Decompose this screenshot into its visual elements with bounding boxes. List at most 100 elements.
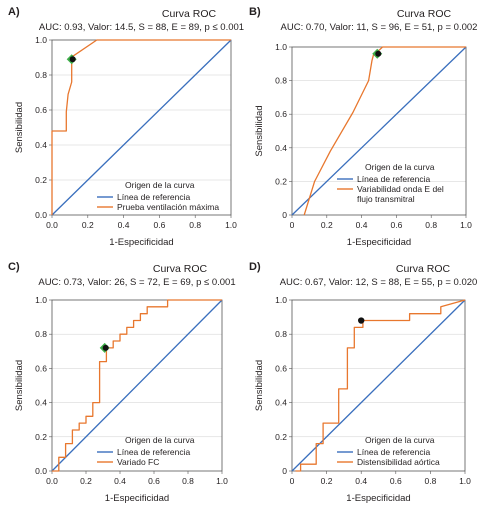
- x-tick-label: 0.2: [82, 220, 94, 230]
- y-tick-label: 0.8: [35, 70, 47, 80]
- x-tick-label: 0.6: [148, 476, 160, 486]
- y-tick-label: 0.6: [35, 363, 47, 373]
- legend-entry: Línea de referencia: [357, 447, 431, 457]
- plot-area: [291, 46, 467, 216]
- x-tick-label: 1.0: [216, 476, 228, 486]
- chart-title: Curva ROC: [153, 263, 208, 275]
- y-tick-label: 0.6: [275, 109, 287, 119]
- plot-area: [51, 299, 223, 472]
- chart-panel-2: B) Curva ROC AUC: 0.70, Valor: 11, S = 96,…: [249, 6, 477, 248]
- legend-entry: Variabilidad onda E del: [357, 184, 444, 194]
- legend-title: Origen de la curva: [365, 435, 435, 445]
- x-tick-label: 0.6: [153, 220, 165, 230]
- y-tick-label: 0.4: [275, 398, 287, 408]
- reference-line: [291, 46, 467, 216]
- y-tick-label: 1.0: [35, 35, 47, 45]
- x-tick-label: 0.8: [424, 476, 436, 486]
- x-tick-label: 0.2: [80, 476, 92, 486]
- x-tick-label: 0.8: [189, 220, 201, 230]
- x-tick-label: 1.0: [460, 220, 472, 230]
- y-tick-label: 0.6: [275, 363, 287, 373]
- reference-line: [51, 299, 223, 472]
- legend: Origen de la curva Línea de referenciaVar…: [97, 435, 195, 467]
- x-tick-label: 0.0: [46, 220, 58, 230]
- legend-entry: Prueba ventilación máxima: [117, 202, 219, 212]
- panel-label: A): [8, 6, 20, 18]
- legend-title: Origen de la curva: [125, 180, 195, 190]
- chart-panel-4: D) Curva ROC AUC: 0.67, Valor: 12, S = 88,…: [249, 261, 477, 504]
- chart-title: Curva ROC: [397, 8, 452, 20]
- y-tick-label: 0.2: [35, 432, 47, 442]
- y-tick-label: 0.6: [35, 105, 47, 115]
- chart-title: Curva ROC: [162, 8, 217, 20]
- x-tick-label: 0.8: [425, 220, 437, 230]
- legend-title: Origen de la curva: [125, 435, 195, 445]
- x-tick-label: 0: [290, 220, 295, 230]
- cutoff-marker-dot: [69, 56, 76, 63]
- x-axis-label: 1-Especificidad: [105, 493, 169, 504]
- y-axis-label: Sensibilidad: [254, 105, 265, 156]
- cutoff-marker-dot: [102, 344, 109, 351]
- x-tick-label: 0.0: [46, 476, 58, 486]
- plot-area: [291, 299, 466, 472]
- x-tick-label: 0.8: [182, 476, 194, 486]
- y-tick-label: 0.2: [35, 175, 47, 185]
- x-tick-label: 0.6: [390, 220, 402, 230]
- panel-label: B): [249, 6, 261, 18]
- y-tick-label: 0.8: [275, 76, 287, 86]
- legend: Origen de la curva Línea de referenciaDis…: [337, 435, 440, 467]
- y-tick-label: 0: [282, 466, 287, 476]
- y-tick-label: 0.2: [275, 176, 287, 186]
- legend: Origen de la curva Línea de referenciaVar…: [337, 162, 444, 204]
- legend-entry: Variado FC: [117, 457, 159, 467]
- legend-entry: Línea de referencia: [117, 192, 191, 202]
- y-axis-label: Sensibilidad: [14, 102, 25, 153]
- y-tick-label: 1.0: [275, 295, 287, 305]
- x-axis-label: 1-Especificidad: [109, 237, 173, 248]
- legend: Origen de la curva Línea de referenciaPru…: [97, 180, 219, 212]
- chart-subtitle: AUC: 0.93, Valor: 14.5, S = 88, E = 89, …: [39, 22, 244, 33]
- x-tick-label: 0.4: [114, 476, 126, 486]
- reference-line: [291, 299, 466, 472]
- roc-curve: [295, 299, 466, 472]
- y-tick-label: 1.0: [275, 42, 287, 52]
- y-tick-label: 0.0: [35, 210, 47, 220]
- reference-line: [51, 39, 232, 216]
- cutoff-marker-dot: [375, 50, 382, 57]
- x-tick-label: 1.0: [459, 476, 471, 486]
- y-tick-label: 0.8: [275, 329, 287, 339]
- legend-entry: Línea de referencia: [357, 174, 431, 184]
- legend-title: Origen de la curva: [365, 162, 435, 172]
- chart-subtitle: AUC: 0.70, Valor: 11, S = 96, E = 51, p …: [281, 22, 478, 33]
- x-tick-label: 1.0: [225, 220, 237, 230]
- y-tick-label: 0.8: [35, 329, 47, 339]
- x-tick-label: 0.6: [390, 476, 402, 486]
- chart-panel-3: C) Curva ROC AUC: 0.73, Valor: 26, S = 72,…: [8, 261, 236, 504]
- legend-entry: Línea de referencia: [117, 447, 191, 457]
- legend-entry: Distensibilidad aórtica: [357, 457, 440, 467]
- chart-title: Curva ROC: [396, 263, 451, 275]
- panel-label: D): [249, 261, 261, 273]
- y-tick-label: 0.4: [35, 140, 47, 150]
- x-tick-label: 0.4: [355, 476, 367, 486]
- x-tick-label: 0.2: [321, 220, 333, 230]
- y-tick-label: 1.0: [35, 295, 47, 305]
- roc-curve: [303, 46, 466, 216]
- x-tick-label: 0.4: [356, 220, 368, 230]
- y-tick-label: 0.4: [275, 143, 287, 153]
- x-axis-label: 1-Especificidad: [346, 493, 410, 504]
- y-axis-label: Sensibilidad: [14, 360, 25, 411]
- y-tick-label: 0.0: [35, 466, 47, 476]
- chart-subtitle: AUC: 0.73, Valor: 26, S = 72, E = 69, p …: [38, 277, 235, 288]
- panel-label: C): [8, 261, 20, 273]
- x-tick-label: 0: [290, 476, 295, 486]
- roc-curve: [51, 39, 231, 215]
- x-tick-label: 0.4: [118, 220, 130, 230]
- x-axis-label: 1-Especificidad: [347, 237, 411, 248]
- y-tick-label: 0: [282, 210, 287, 220]
- y-axis-label: Sensibilidad: [254, 360, 265, 411]
- chart-panel-1: A) Curva ROC AUC: 0.93, Valor: 14.5, S = 8…: [8, 6, 244, 248]
- legend-entry: flujo transmitral: [357, 194, 415, 204]
- cutoff-marker-dot: [358, 317, 365, 324]
